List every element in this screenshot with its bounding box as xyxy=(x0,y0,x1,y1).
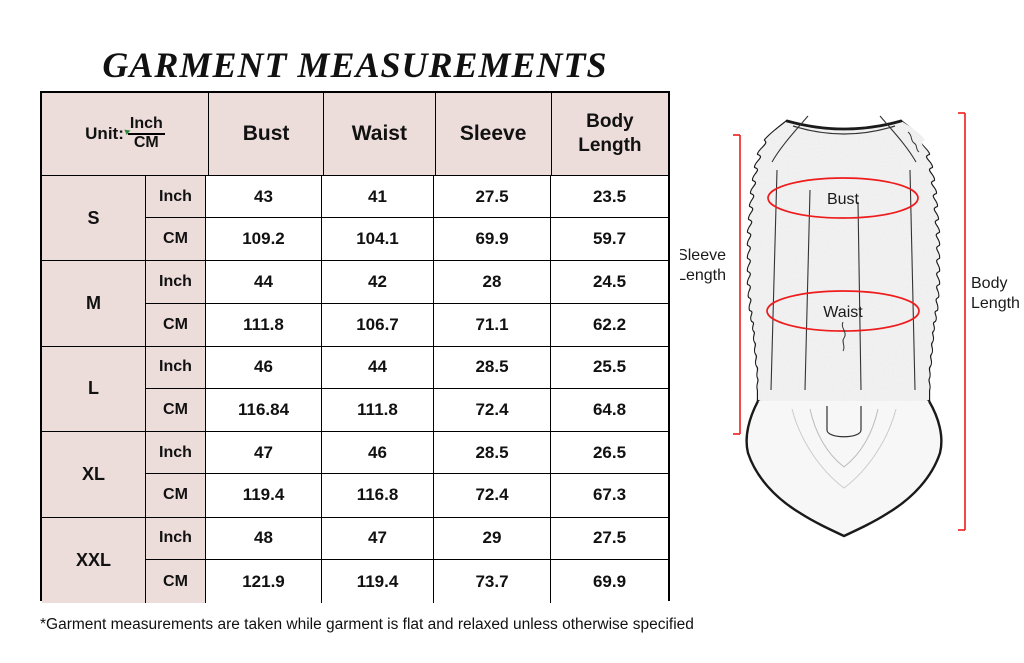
svg-text:Bust: Bust xyxy=(827,191,860,208)
svg-text:Waist: Waist xyxy=(823,304,863,321)
svg-text:Body: Body xyxy=(971,275,1007,292)
svg-text:Sleeve: Sleeve xyxy=(680,247,726,264)
svg-text:Length: Length xyxy=(971,295,1020,312)
svg-text:Length: Length xyxy=(680,267,726,284)
